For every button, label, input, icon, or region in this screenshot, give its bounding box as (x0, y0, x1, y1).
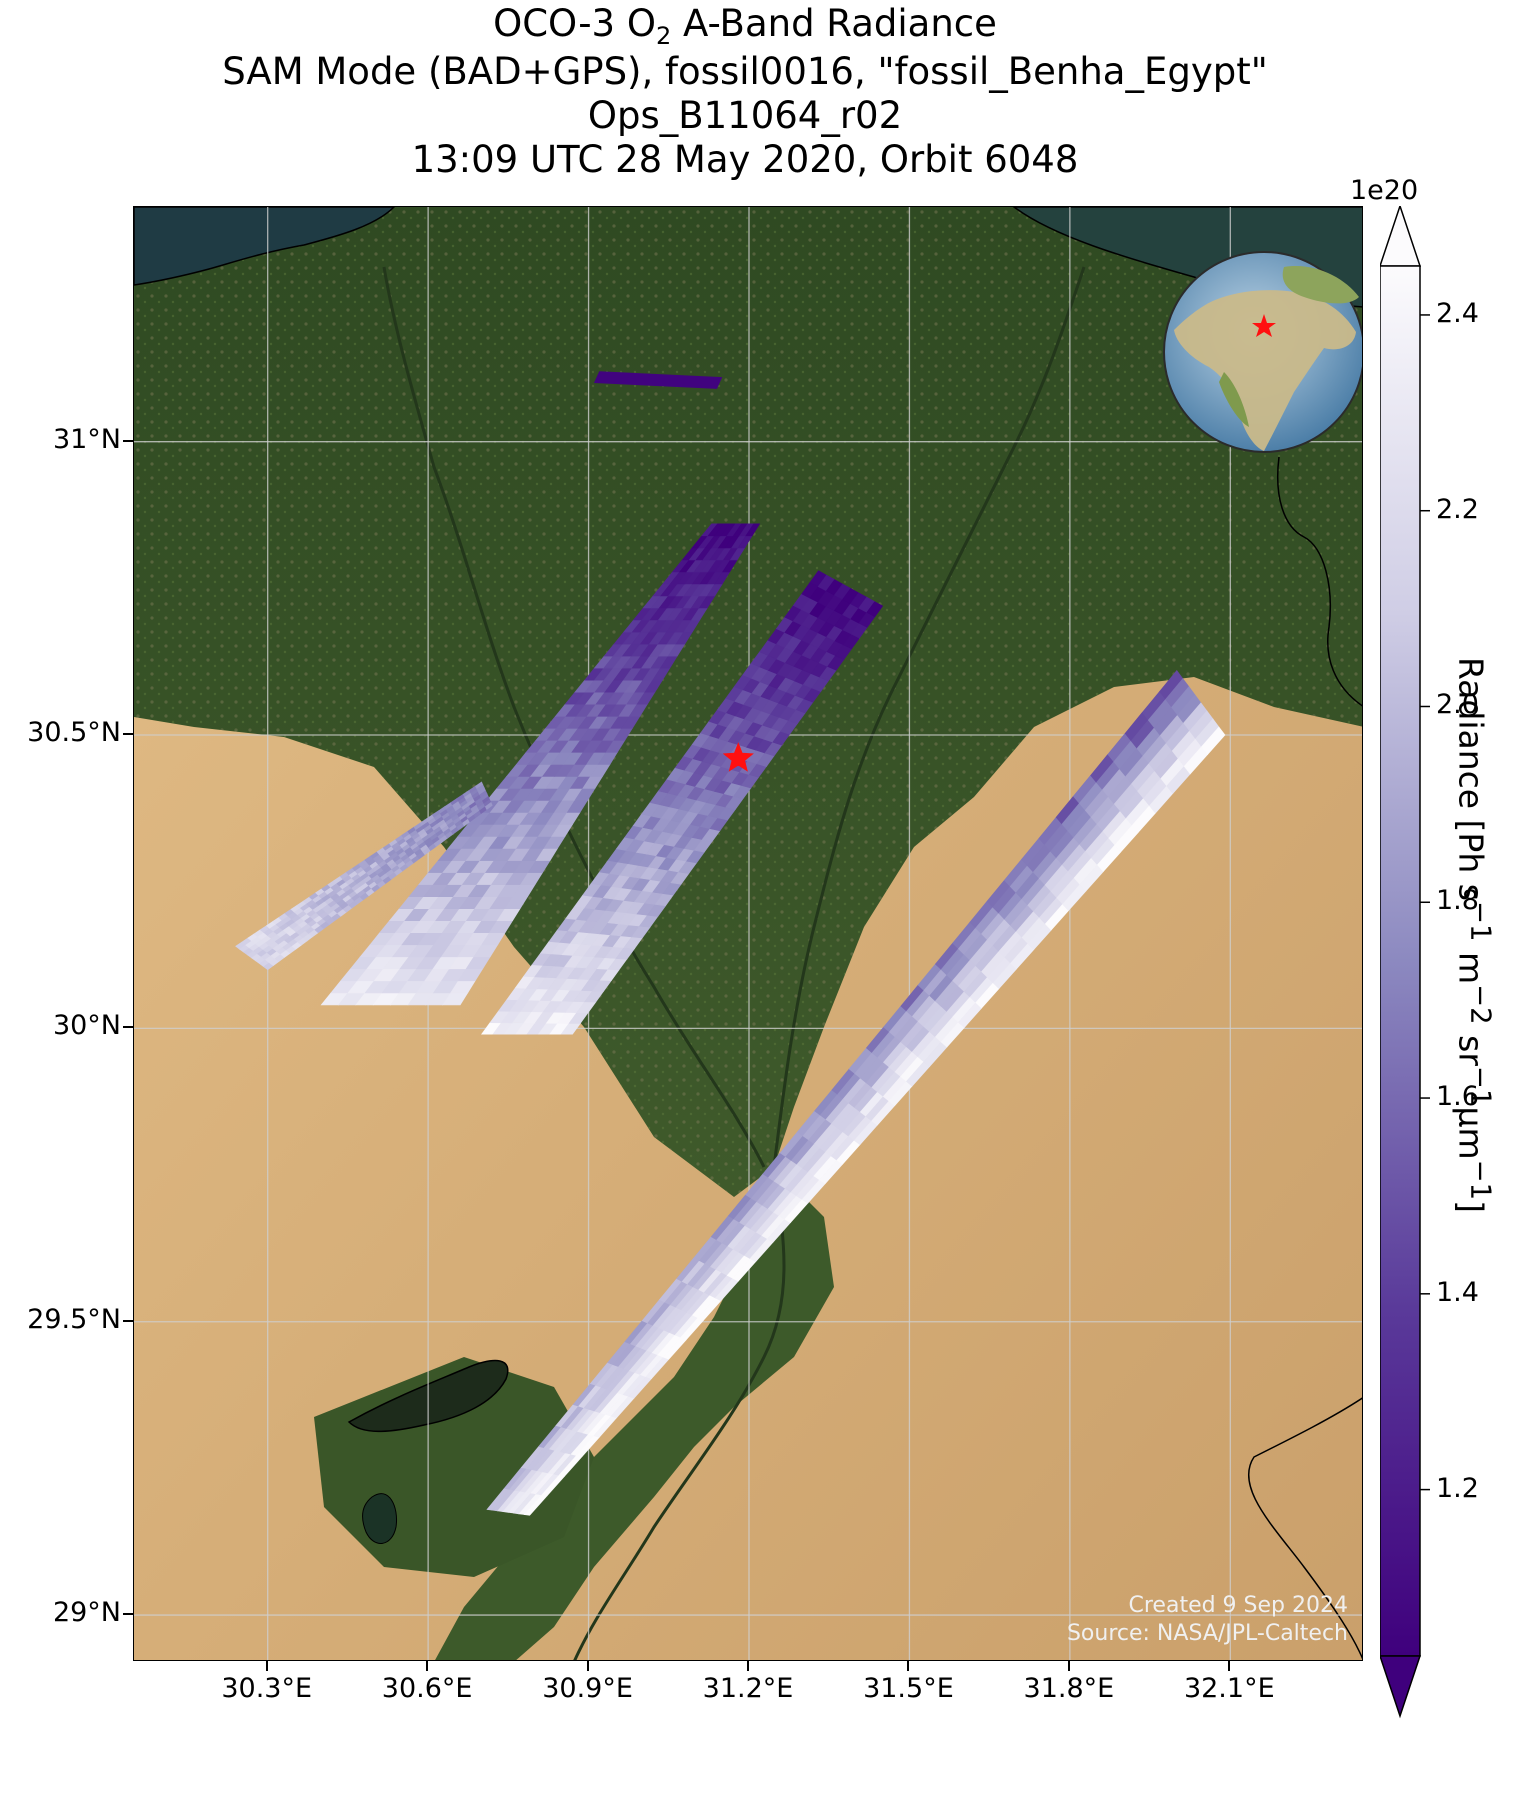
lon-tick-mark (1228, 1661, 1231, 1671)
colorbar-ticks (1420, 314, 1430, 1491)
lon-tick-label: 31.8°E (1023, 1673, 1115, 1704)
swath-far-north (593, 371, 723, 389)
title-line-4: 13:09 UTC 28 May 2020, Orbit 6048 (411, 138, 1079, 181)
lat-tick-mark (123, 1613, 133, 1616)
credit-created: Created 9 Sep 2024 (1128, 1593, 1349, 1618)
colorbar-gradient (1380, 265, 1421, 1657)
colorbar (1380, 206, 1430, 1719)
lon-tick-mark (426, 1661, 429, 1671)
radiance-swaths (235, 371, 1226, 1516)
credit-source: Source: NASA/JPL-Caltech (1066, 1621, 1348, 1646)
lat-tick-label: 30.5°N (27, 717, 121, 749)
swath-west-edge (235, 781, 493, 971)
lat-tick-mark (123, 1026, 133, 1029)
wadi-rayan-lake (362, 1493, 398, 1544)
swath-east (486, 670, 1226, 1516)
colorbar-title: Radiance [Ph s−1 m−2 sr−1μm−1] (1451, 656, 1497, 1214)
target-star-marker (722, 742, 754, 772)
lon-tick-mark (586, 1661, 589, 1671)
bitter-lakes-coastline (1277, 456, 1362, 707)
swath-cell (484, 802, 493, 810)
colorbar-tick-label: 2.0 (1436, 689, 1479, 721)
lat-tick-label: 29°N (52, 1597, 121, 1629)
map-panel[interactable]: Created 9 Sep 2024 Source: NASA/JPL-Calt… (133, 206, 1363, 1661)
colorbar-tick-label: 2.2 (1436, 493, 1479, 525)
mediterranean-sea (134, 207, 396, 286)
lat-tick-mark (123, 1319, 133, 1322)
colorbar-tick-label: 1.2 (1436, 1472, 1479, 1504)
lat-tick-mark (123, 439, 133, 442)
lon-tick-mark (747, 1661, 749, 1671)
colorbar-tick-label: 1.4 (1436, 1276, 1479, 1308)
nile-damietta-branch (772, 266, 1086, 1168)
colorbar-tick-label: 1.6 (1436, 1081, 1479, 1113)
lon-tick-mark (1067, 1661, 1070, 1671)
swath-cell (1201, 726, 1226, 755)
title-line-3: Ops_B11064_r02 (587, 94, 903, 137)
lat-tick-mark (123, 733, 133, 736)
lon-tick-label: 31.5°E (863, 1673, 954, 1704)
map-title: OCO-3 O2 A-Band Radiance SAM Mode (BAD+G… (0, 2, 1490, 182)
swath-cell (745, 523, 761, 537)
suez-coastline (1247, 1397, 1362, 1660)
colorbar-extend-min (1380, 1655, 1422, 1719)
lon-tick-mark (265, 1661, 268, 1671)
lon-tick-mark (907, 1661, 910, 1671)
colorbar-exponent: 1e20 (1350, 175, 1419, 206)
lon-tick-label: 30.3°E (221, 1673, 313, 1704)
swath-west-upper (320, 523, 761, 1006)
lat-tick-label: 29.5°N (27, 1303, 121, 1335)
lon-tick-label: 31.2°E (702, 1673, 794, 1704)
nile-rosetta-branch (382, 266, 766, 1168)
swath-cell (593, 371, 723, 389)
nile-river-south (573, 1166, 786, 1660)
map-canvas[interactable] (134, 207, 1363, 1661)
title-line-2: SAM Mode (BAD+GPS), fossil0016, "fossil_… (222, 50, 1268, 93)
lat-tick-label: 30°N (52, 1010, 121, 1042)
globe-target-star (1252, 314, 1276, 337)
lon-tick-label: 30.6°E (381, 1673, 473, 1704)
lon-tick-label: 30.9°E (542, 1673, 633, 1704)
colorbar-extend-max (1380, 206, 1422, 267)
lon-tick-label: 32.1°E (1183, 1673, 1275, 1704)
colorbar-tick-label: 2.4 (1436, 297, 1479, 329)
title-line-1: OCO-3 O2 A-Band Radiance (493, 2, 997, 50)
swath-west-lower (481, 570, 884, 1035)
colorbar-tick-label: 1.8 (1436, 885, 1479, 917)
lat-tick-label: 31°N (52, 423, 121, 455)
inset-globe (1163, 251, 1362, 453)
swath-cell (866, 601, 884, 618)
